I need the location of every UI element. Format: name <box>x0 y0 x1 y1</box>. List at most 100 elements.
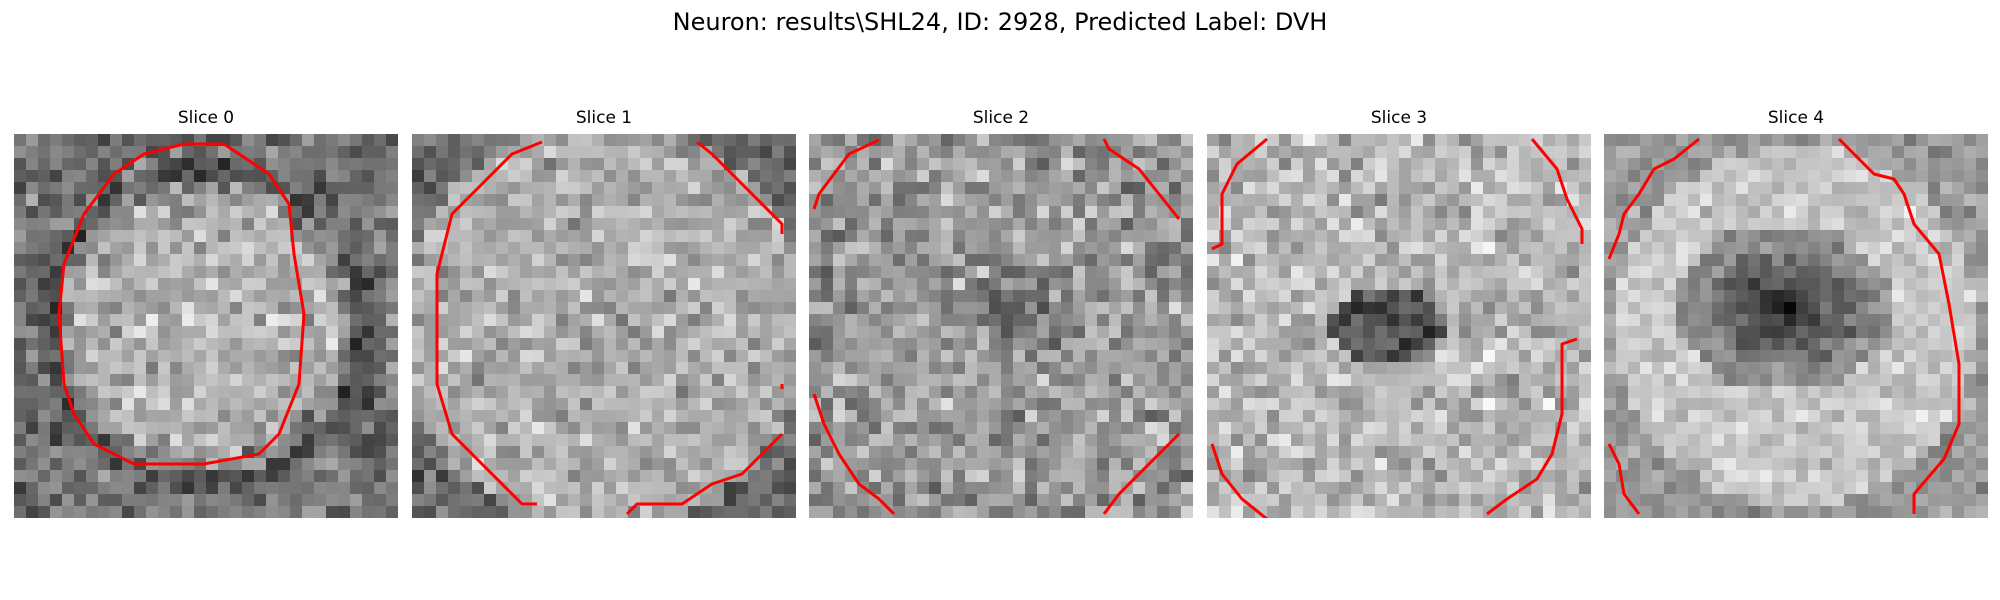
image-pixel <box>821 470 834 483</box>
image-pixel <box>809 146 822 159</box>
image-pixel <box>628 386 641 399</box>
image-pixel <box>326 446 339 459</box>
image-pixel <box>1892 362 1905 375</box>
image-pixel <box>1133 134 1146 147</box>
image-pixel <box>869 350 882 363</box>
image-pixel <box>1049 242 1062 255</box>
image-pixel <box>712 218 725 231</box>
image-pixel <box>460 266 473 279</box>
image-pixel <box>508 350 521 363</box>
image-pixel <box>1303 254 1316 267</box>
image-pixel <box>881 230 894 243</box>
image-pixel <box>977 194 990 207</box>
image-pixel <box>1207 182 1220 195</box>
image-pixel <box>1097 422 1110 435</box>
image-pixel <box>242 350 255 363</box>
image-pixel <box>1844 326 1857 339</box>
image-pixel <box>1832 182 1845 195</box>
image-pixel <box>1231 302 1244 315</box>
image-pixel <box>1664 350 1677 363</box>
image-pixel <box>1856 194 1869 207</box>
image-pixel <box>278 494 291 507</box>
image-pixel <box>1145 482 1158 495</box>
image-pixel <box>1724 290 1737 303</box>
image-pixel <box>412 398 425 411</box>
image-pixel <box>386 218 398 231</box>
image-pixel <box>1808 266 1821 279</box>
image-pixel <box>314 278 327 291</box>
image-pixel <box>700 242 713 255</box>
image-pixel <box>857 494 870 507</box>
image-pixel <box>1121 446 1134 459</box>
image-pixel <box>14 290 27 303</box>
image-pixel <box>1880 158 1893 171</box>
image-pixel <box>604 386 617 399</box>
image-pixel <box>556 206 569 219</box>
image-pixel <box>460 326 473 339</box>
image-pixel <box>436 482 449 495</box>
image-pixel <box>86 422 99 435</box>
image-pixel <box>917 206 930 219</box>
image-pixel <box>1231 182 1244 195</box>
image-pixel <box>941 374 954 387</box>
image-pixel <box>1157 410 1170 423</box>
image-pixel <box>1303 230 1316 243</box>
image-pixel <box>1664 362 1677 375</box>
image-pixel <box>1169 194 1182 207</box>
image-pixel <box>290 482 303 495</box>
image-pixel <box>254 266 267 279</box>
image-pixel <box>1207 302 1220 315</box>
image-pixel <box>1892 290 1905 303</box>
image-pixel <box>1808 146 1821 159</box>
image-pixel <box>1640 278 1653 291</box>
image-pixel <box>1061 278 1074 291</box>
image-pixel <box>1061 422 1074 435</box>
image-pixel <box>1109 386 1122 399</box>
image-pixel <box>496 422 509 435</box>
image-pixel <box>1964 386 1977 399</box>
image-pixel <box>1387 482 1400 495</box>
image-pixel <box>640 290 653 303</box>
image-pixel <box>1495 206 1508 219</box>
image-pixel <box>1688 194 1701 207</box>
image-pixel <box>1940 230 1953 243</box>
image-pixel <box>1628 458 1641 471</box>
image-pixel <box>460 134 473 147</box>
image-pixel <box>1724 362 1737 375</box>
image-pixel <box>1664 278 1677 291</box>
image-pixel <box>905 254 918 267</box>
image-pixel <box>929 386 942 399</box>
image-pixel <box>556 254 569 267</box>
image-pixel <box>869 506 882 518</box>
image-pixel <box>1760 242 1773 255</box>
image-pixel <box>688 326 701 339</box>
image-pixel <box>676 302 689 315</box>
image-pixel <box>1892 350 1905 363</box>
image-pixel <box>1109 254 1122 267</box>
image-pixel <box>230 338 243 351</box>
image-pixel <box>1001 410 1014 423</box>
image-pixel <box>290 134 303 147</box>
image-pixel <box>86 398 99 411</box>
image-pixel <box>568 278 581 291</box>
image-pixel <box>712 158 725 171</box>
image-pixel <box>412 338 425 351</box>
image-pixel <box>412 434 425 447</box>
image-pixel <box>1676 434 1689 447</box>
image-pixel <box>1375 482 1388 495</box>
image-pixel <box>1471 374 1484 387</box>
image-pixel <box>14 338 27 351</box>
image-pixel <box>448 146 461 159</box>
image-pixel <box>1808 206 1821 219</box>
image-pixel <box>386 230 398 243</box>
image-pixel <box>1459 386 1472 399</box>
image-pixel <box>1157 338 1170 351</box>
image-pixel <box>1363 218 1376 231</box>
image-pixel <box>1255 314 1268 327</box>
image-pixel <box>905 326 918 339</box>
image-pixel <box>1531 386 1544 399</box>
image-pixel <box>1387 446 1400 459</box>
image-pixel <box>1109 398 1122 411</box>
image-pixel <box>170 290 183 303</box>
image-pixel <box>640 482 653 495</box>
